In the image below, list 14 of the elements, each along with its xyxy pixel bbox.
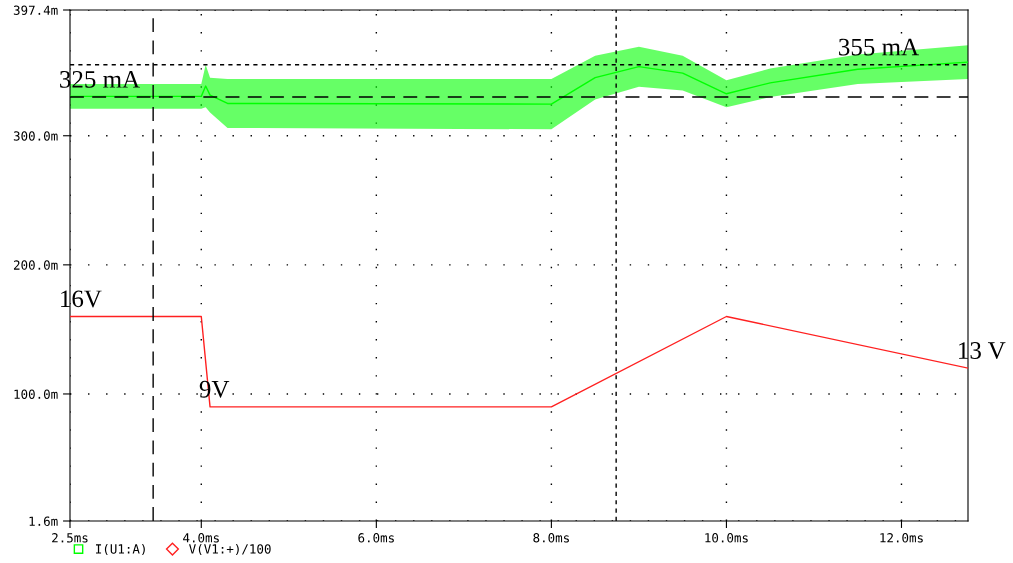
legend-label: V(V1:+)/100 — [189, 543, 271, 556]
x-tick-label: 6.0ms — [358, 533, 394, 543]
x-tick-label: 2.5ms — [52, 533, 88, 543]
x-tick-label: 8.0ms — [533, 533, 569, 543]
y-tick-label: 1.6m — [29, 516, 58, 526]
x-tick-label: 10.0ms — [705, 533, 748, 543]
x-tick-label: 12.0ms — [880, 533, 923, 543]
x-tick-label: 4.0ms — [183, 533, 219, 543]
y-tick-label: 397.4m — [13, 5, 58, 15]
y-tick-label: 300.0m — [13, 131, 58, 141]
y-tick-label: 100.0m — [14, 389, 58, 399]
legend-label: I(U1:A) — [96, 543, 145, 556]
y-tick-label: 200.0m — [13, 260, 58, 270]
annotation: 355 mA — [839, 38, 919, 56]
